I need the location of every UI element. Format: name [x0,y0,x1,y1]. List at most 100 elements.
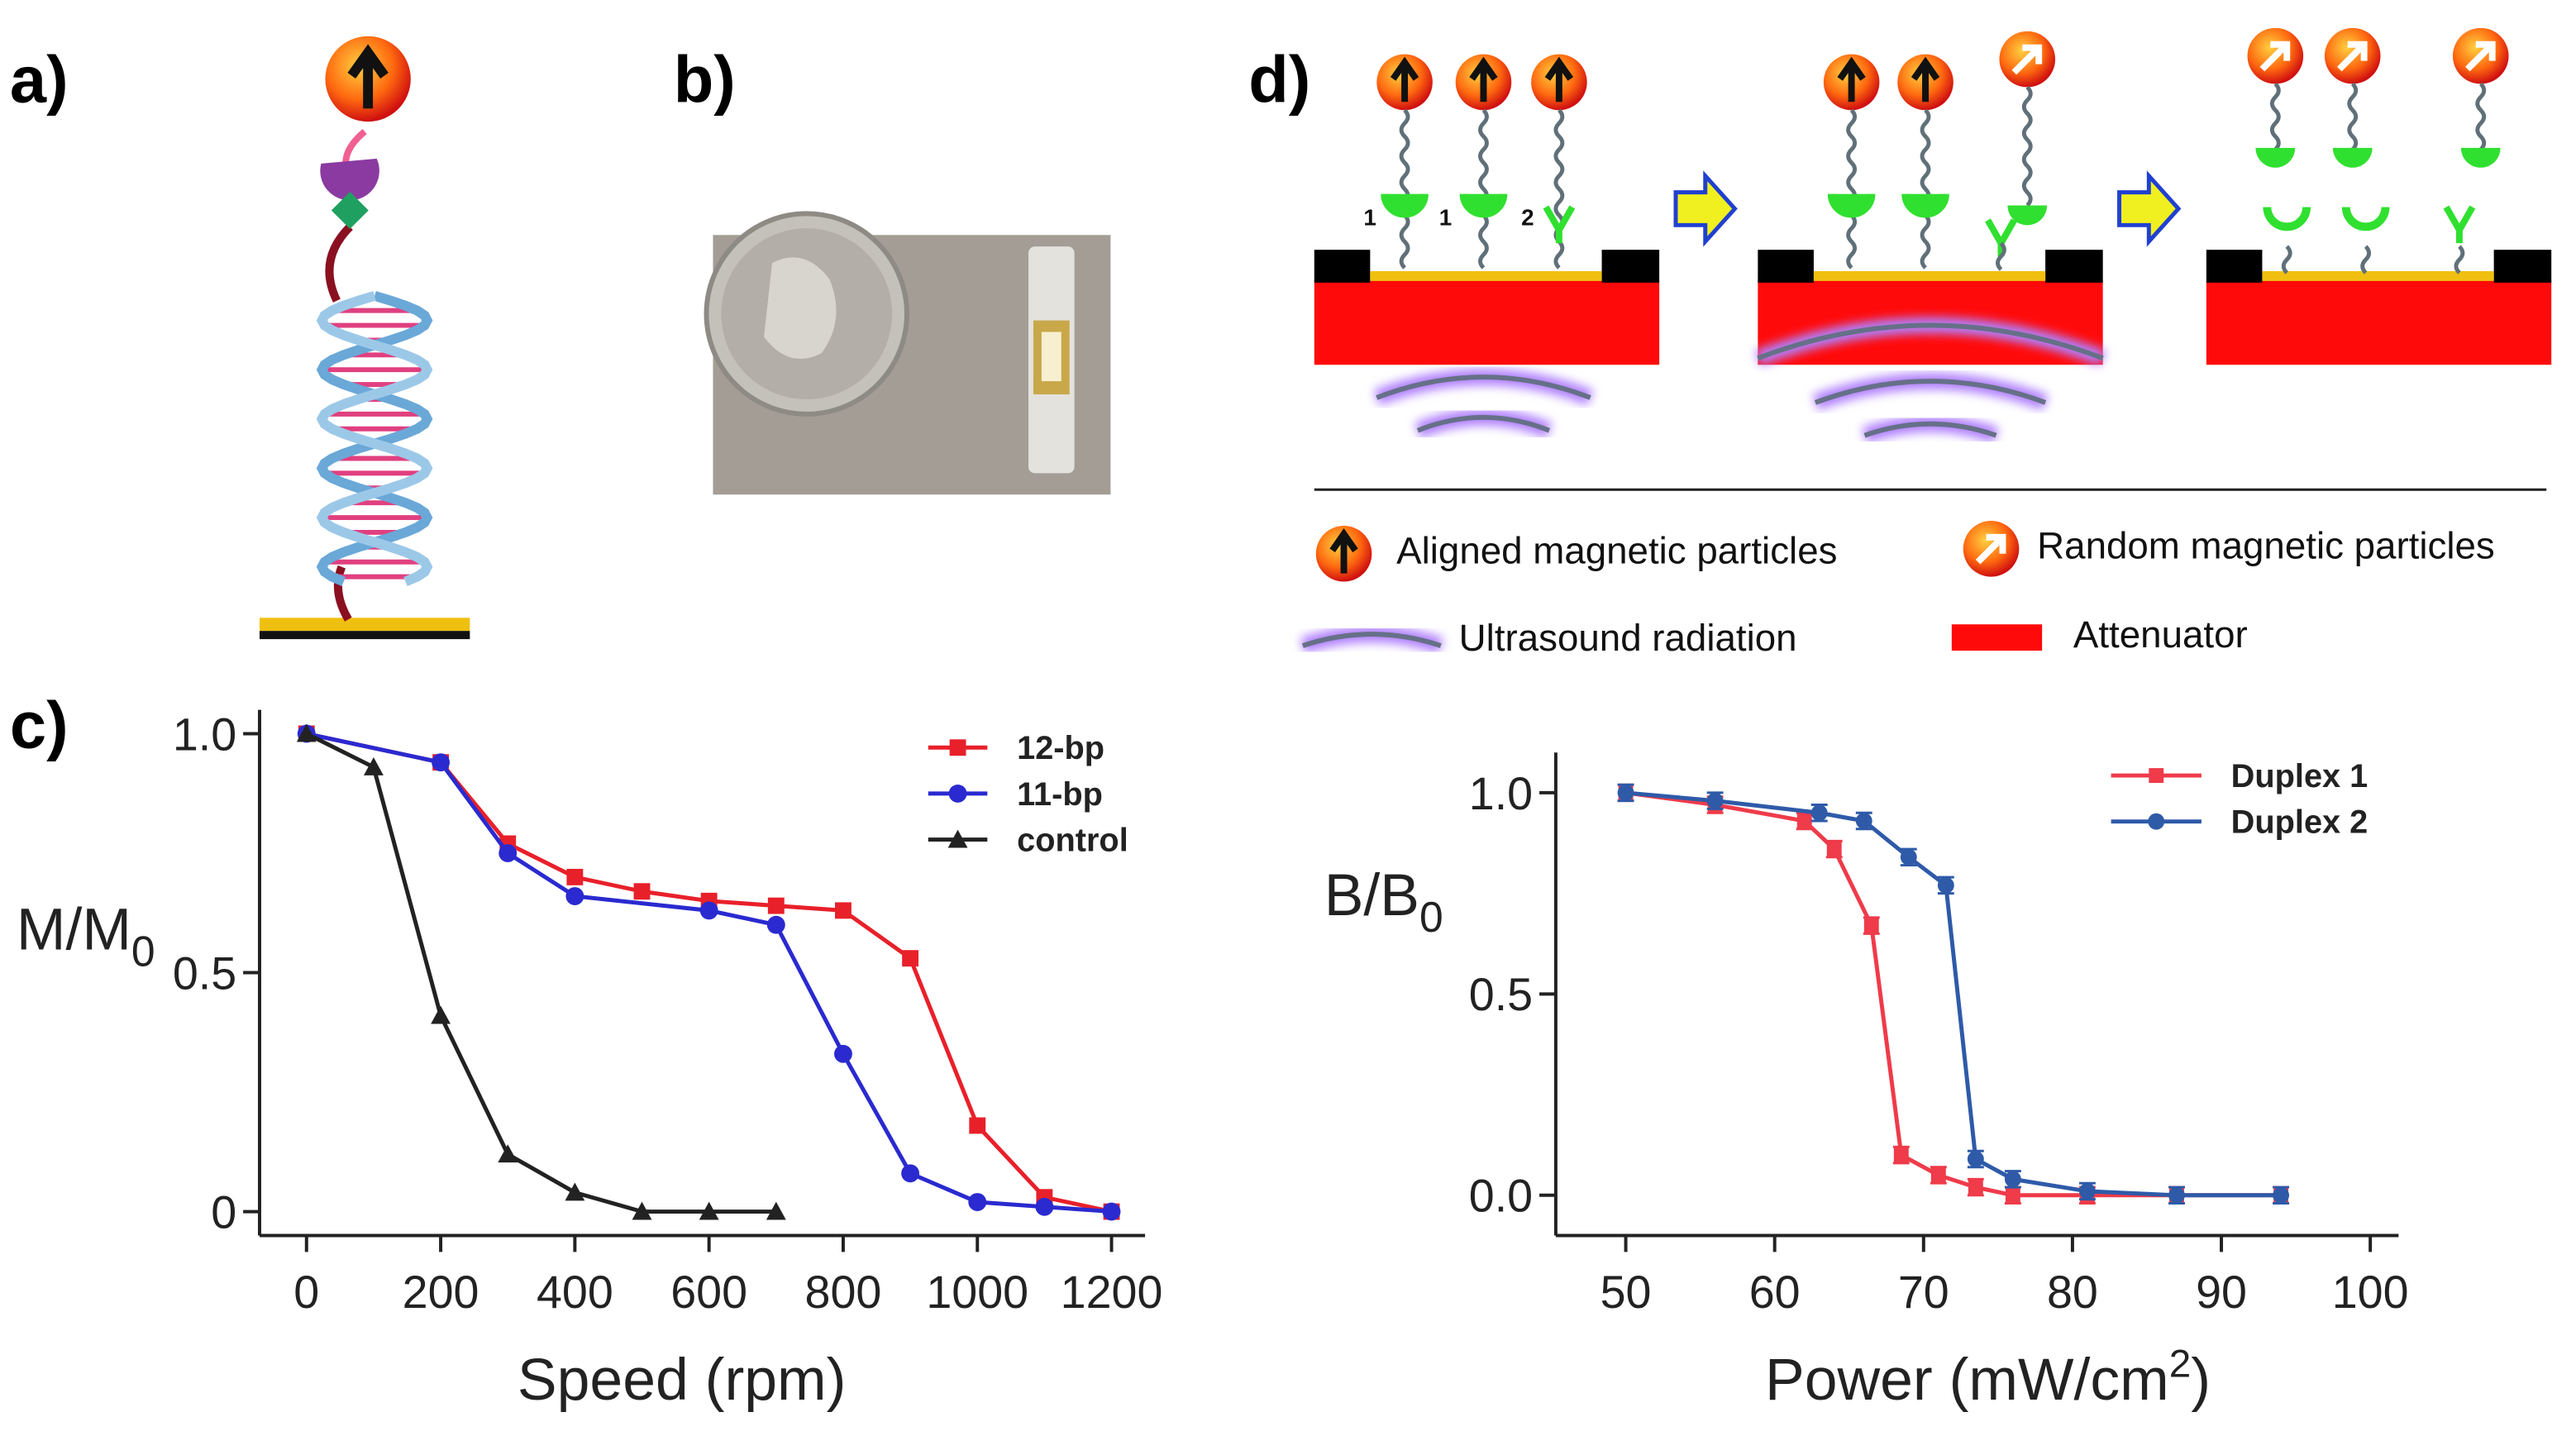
gold [1813,270,2046,281]
step-arrow [1673,170,1738,247]
marker [1102,1202,1121,1221]
series-line [1625,790,2282,1198]
marker [699,901,718,920]
electrode [1758,250,1814,283]
marker [2149,768,2164,783]
marker [1893,1147,1909,1163]
receptor [2007,205,2048,226]
arrow [1329,527,1358,574]
arrow [1837,56,1866,103]
y-axis-title-text: B/B [1324,862,1419,928]
x-tick-label: 200 [403,1267,479,1318]
gold [2262,270,2494,281]
arrow [1911,56,1940,103]
receptor [2341,207,2390,231]
x-tick-label: 50 [1600,1267,1652,1318]
y-axis-title-text: M/M [17,897,131,963]
panel-label: b) [674,42,736,116]
marker [1810,804,1828,822]
panel-label: a) [10,42,69,116]
receptor [2255,147,2296,168]
receptor [1543,205,1576,244]
series-line [1625,790,2282,1198]
x-tick-label: 0 [293,1267,319,1318]
series-line [306,732,1113,1214]
receptor [1463,193,1504,214]
diagram [1300,27,2552,654]
marker [2004,1171,2021,1188]
electrode [1314,250,1371,283]
marker [1863,918,1879,933]
marker [1826,842,1842,857]
marker [766,915,785,934]
receptor [1827,193,1876,218]
x-tick-label: 70 [1898,1267,1949,1318]
gold [1370,270,1602,281]
legend-text: Aligned magnetic particles [1396,530,1837,572]
receptor [2263,207,2311,231]
y-axis-title-sub: 0 [131,928,155,976]
tether [1846,108,1858,270]
panel-label: d) [1248,42,1310,116]
y-tick-label: 1.0 [1469,768,1533,819]
attenuator [2206,279,2552,365]
arrow [1390,56,1419,103]
y-axis-title-sub: 0 [1419,893,1443,941]
electrode [2493,250,2552,283]
marker [2148,813,2165,830]
marker [1968,1180,1983,1195]
y-tick-label: 0 [211,1186,236,1238]
legend-label: control [1017,822,1128,858]
panel-label: c) [10,688,69,761]
legend-text: Ultrasound radiation [1459,617,1797,659]
marker [1035,1197,1054,1216]
marker [901,1164,920,1183]
marker [948,784,967,803]
arrow [2465,41,2496,72]
arrow [2337,41,2368,72]
y-tick-label: 0.0 [1469,1171,1533,1222]
y-axis-title: M/M0 [17,897,155,976]
marker [834,1044,852,1063]
x-tick-label: 100 [2332,1267,2409,1318]
x-axis-title: Speed (rpm) [518,1347,847,1413]
x-tick-label: 60 [1749,1267,1801,1318]
marker [632,1201,652,1220]
marker [949,739,966,756]
ultrasound [1757,322,2104,361]
arrow [2259,41,2291,72]
marker [565,887,584,905]
tether [2360,245,2372,274]
marker [432,753,451,772]
x-axis-title-text: Power (mW/cm [1765,1347,2169,1413]
electrode [1601,250,1660,283]
ultrasound [1814,379,2047,405]
ultrasound [1301,632,1442,648]
x-tick-label: 600 [670,1267,747,1318]
x-tick-label: 1000 [926,1267,1028,1318]
x-tick-label: 90 [2196,1267,2247,1318]
arrow [2011,44,2043,75]
y-tick-label: 0.5 [173,947,236,999]
marker [766,1201,786,1220]
legend-label: 12-bp [1017,730,1104,766]
tether [1996,241,2006,271]
marker [1855,813,1872,829]
x-axis-title-sup: 2 [2169,1342,2192,1386]
y-tick-label: 1.0 [173,708,236,760]
x-axis-title-end: ) [2191,1347,2211,1413]
x-tick-label: 80 [2047,1267,2098,1318]
tether [2454,245,2465,274]
marker [699,1201,719,1220]
receptor [2332,147,2373,168]
strand [316,291,433,587]
receptor [2460,147,2501,168]
marker [902,950,919,967]
receptor [1901,193,1949,218]
receptor [1385,193,1424,214]
attenuator [1314,279,1660,365]
series-line [305,732,776,1214]
marker [2168,1186,2185,1204]
